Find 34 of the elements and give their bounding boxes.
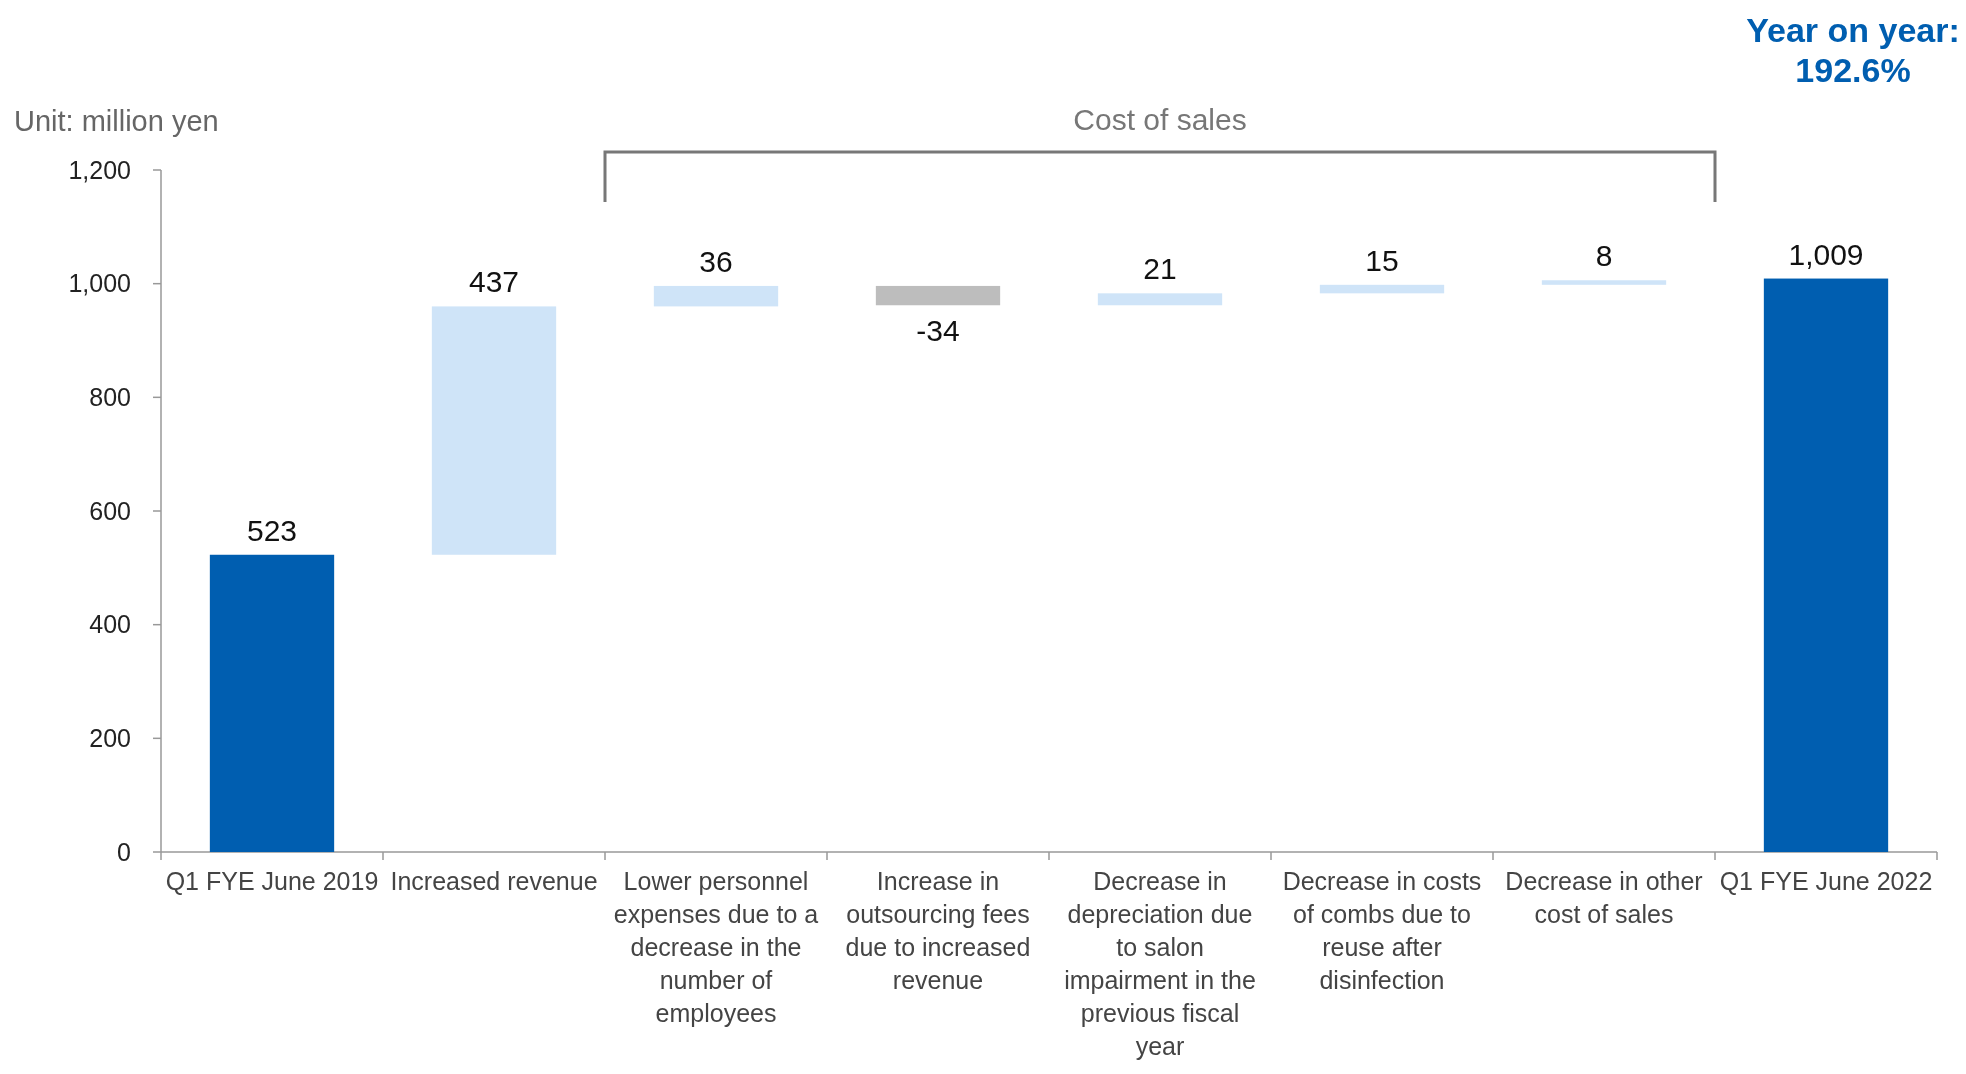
- data-label: 15: [1365, 243, 1399, 277]
- x-tick-label: Increase in outsourcing fees due to increased revenue: [845, 867, 1031, 994]
- data-label: 523: [246, 513, 298, 547]
- y-tick-label: 600: [89, 496, 131, 525]
- y-tick-label: 200: [89, 724, 131, 753]
- x-tick-label: Decrease in other cost of sales: [1505, 867, 1703, 928]
- x-tick-label: Q1 FYE June 2019: [165, 867, 379, 895]
- data-label: 36: [699, 244, 733, 278]
- bar: [1541, 280, 1667, 285]
- y-tick-label: 0: [117, 837, 131, 866]
- bar: [431, 306, 557, 555]
- bar: [1097, 293, 1223, 306]
- x-tick-label: Decrease in costs of combs due to reuse after disinfection: [1282, 867, 1482, 994]
- y-tick-label: 1,200: [68, 155, 131, 184]
- y-tick-label: 400: [89, 610, 131, 639]
- bar: [875, 285, 1001, 306]
- x-tick-label: Q1 FYE June 2022: [1719, 867, 1933, 895]
- data-label: -34: [916, 314, 960, 348]
- data-label: 437: [468, 265, 520, 299]
- data-label: 21: [1143, 252, 1177, 286]
- y-tick-label: 1,000: [68, 269, 131, 298]
- bar: [653, 285, 779, 307]
- data-label: 8: [1595, 239, 1613, 273]
- x-tick-label: Decrease in depreciation due to salon impairment in the previous fiscal year: [1064, 867, 1256, 1060]
- x-tick-label: Increased revenue: [390, 867, 598, 895]
- text: Unit: million yen: [14, 105, 219, 137]
- data-label: 1,009: [1788, 237, 1864, 271]
- bar: [1319, 284, 1445, 294]
- x-tick-label: Lower personnel expenses due to a decrease in the number of employees: [613, 867, 819, 1027]
- bar: [209, 554, 335, 852]
- y-tick-label: 800: [89, 383, 131, 412]
- text: Cost of sales: [1073, 103, 1247, 136]
- text: Year on year: 192.6%: [1746, 11, 1960, 89]
- bar: [1763, 278, 1889, 852]
